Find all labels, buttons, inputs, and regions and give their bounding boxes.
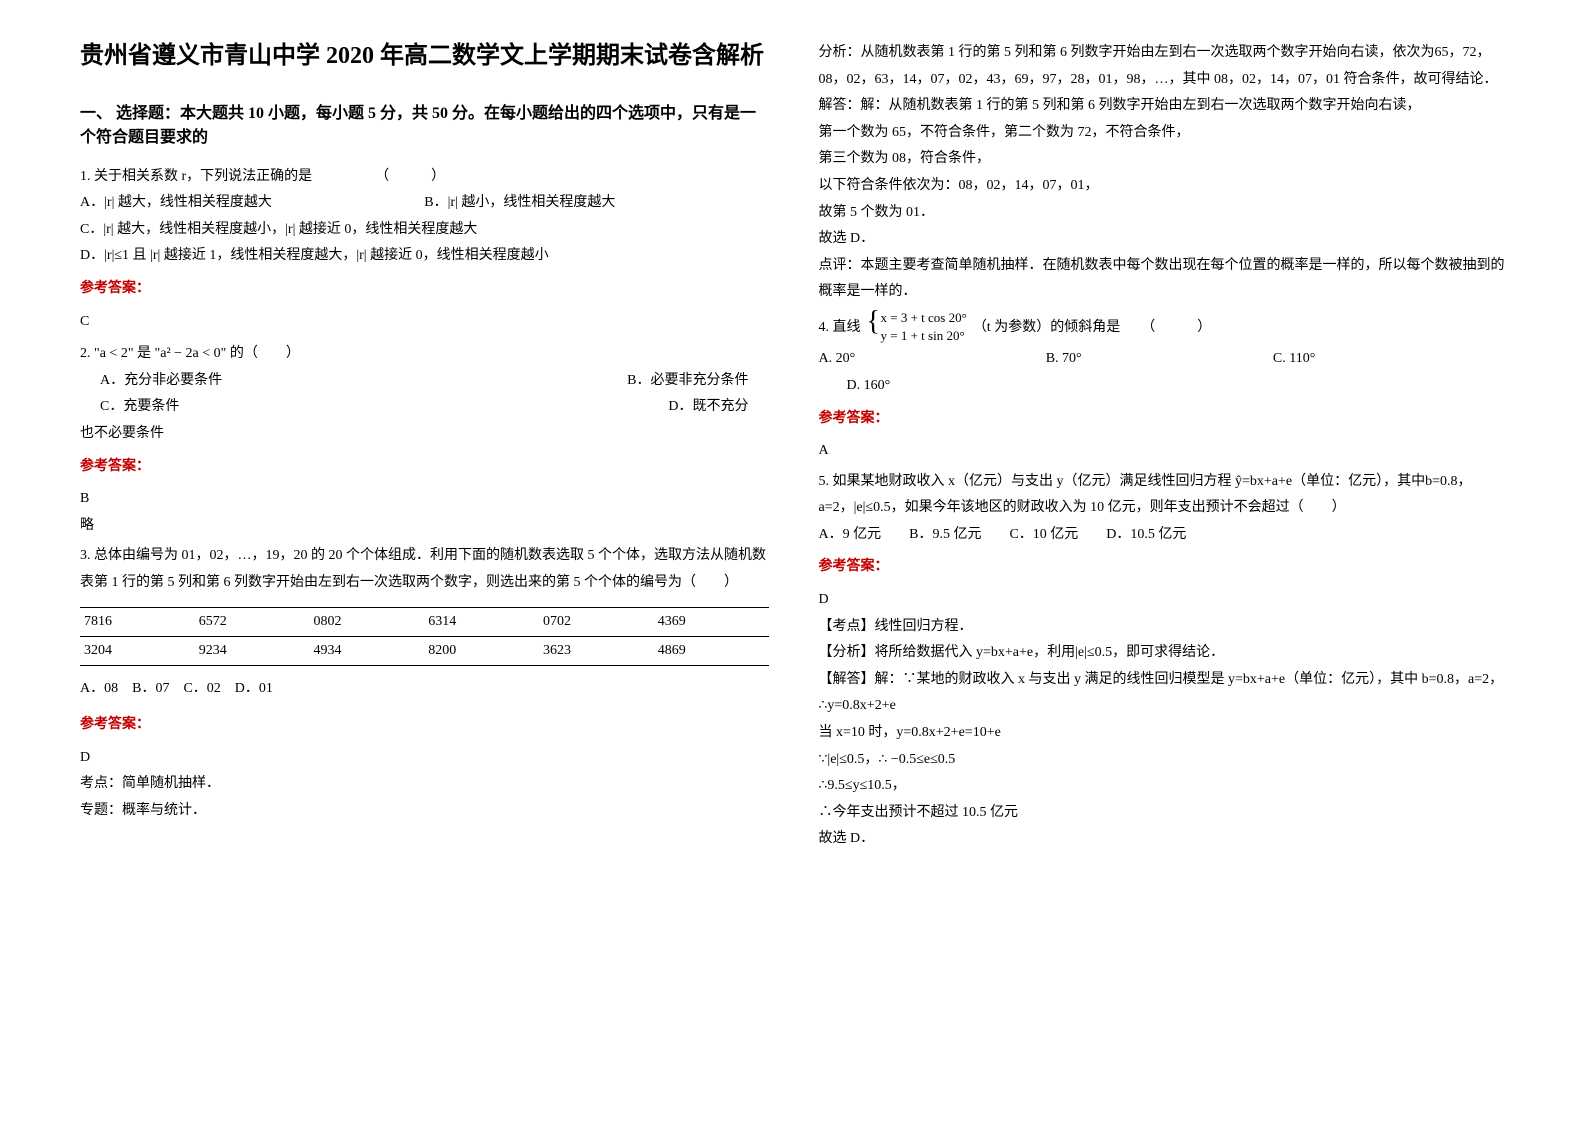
q3-jieda1: 解答：解：从随机数表第 1 行的第 5 列和第 6 列数字开始由左到右一次选取两… bbox=[819, 93, 1508, 120]
table-cell: 4869 bbox=[654, 636, 769, 665]
q5-fenxi: 【分析】将所给数据代入 y=bx+a+e，利用|e|≤0.5，即可求得结论． bbox=[819, 640, 1508, 667]
q1-optA: A．|r| 越大，线性相关程度越大 bbox=[80, 190, 424, 217]
table-cell: 6572 bbox=[195, 607, 310, 636]
q3-kaodian: 考点：简单随机抽样． bbox=[80, 771, 769, 798]
q5-answer-label: 参考答案： bbox=[819, 554, 1508, 581]
q2-answer: B bbox=[80, 486, 769, 513]
q3-options: A．08 B．07 C．02 D．01 bbox=[80, 676, 769, 703]
q3-zhuanti: 专题：概率与统计． bbox=[80, 798, 769, 825]
param-line1: x = 3 + t cos 20° bbox=[881, 310, 967, 325]
q3-jieda6: 故选 D． bbox=[819, 226, 1508, 253]
q5-jieda5: ∴9.5≤y≤10.5， bbox=[819, 773, 1508, 800]
q4-answer: A bbox=[819, 438, 1508, 465]
q3-fenxi: 分析：从随机数表第 1 行的第 5 列和第 6 列数字开始由左到右一次选取两个数… bbox=[819, 40, 1508, 93]
q3-dianping: 点评：本题主要考查简单随机抽样．在随机数表中每个数出现在每个位置的概率是一样的，… bbox=[819, 253, 1508, 306]
q3-answer: D bbox=[80, 745, 769, 772]
table-cell: 6314 bbox=[424, 607, 539, 636]
random-number-table: 7816 6572 0802 6314 0702 4369 3204 9234 … bbox=[80, 607, 769, 666]
q1-optC: C．|r| 越大，线性相关程度越小，|r| 越接近 0，线性相关程度越大 bbox=[80, 217, 769, 244]
q4-suffix: （t 为参数）的倾斜角是 （ ） bbox=[973, 315, 1211, 342]
q5-jieda4: ∵|e|≤0.5，∴ −0.5≤e≤0.5 bbox=[819, 747, 1508, 774]
table-cell: 9234 bbox=[195, 636, 310, 665]
table-cell: 7816 bbox=[80, 607, 195, 636]
q5-answer: D bbox=[819, 587, 1508, 614]
q3-jieda5: 故第 5 个数为 01． bbox=[819, 200, 1508, 227]
q5-stem: 5. 如果某地财政收入 x（亿元）与支出 y（亿元）满足线性回归方程 ŷ=bx+… bbox=[819, 469, 1508, 522]
q4-stem: 4. 直线 x = 3 + t cos 20° y = 1 + t sin 20… bbox=[819, 310, 1508, 346]
q4-options: A. 20° B. 70° C. 110° bbox=[819, 346, 1508, 373]
q1-stem: 1. 关于相关系数 r，下列说法正确的是 （ ） bbox=[80, 164, 769, 191]
q1-options: A．|r| 越大，线性相关程度越大 B．|r| 越小，线性相关程度越大 bbox=[80, 190, 769, 217]
q4-answer-label: 参考答案： bbox=[819, 406, 1508, 433]
q5-options: A．9 亿元 B．9.5 亿元 C．10 亿元 D．10.5 亿元 bbox=[819, 522, 1508, 549]
q1-optB: B．|r| 越小，线性相关程度越大 bbox=[424, 190, 768, 217]
q3-jieda2: 第一个数为 65，不符合条件，第二个数为 72，不符合条件， bbox=[819, 120, 1508, 147]
q1-answer-label: 参考答案： bbox=[80, 276, 769, 303]
q1-optD: D．|r|≤1 且 |r| 越接近 1，线性相关程度越大，|r| 越接近 0，线… bbox=[80, 243, 769, 270]
q2-answer2: 略 bbox=[80, 513, 769, 540]
table-cell: 3204 bbox=[80, 636, 195, 665]
q2-options: A．充分非必要条件 B．必要非充分条件 C．充要条件 D．既不充分 bbox=[80, 368, 769, 421]
table-cell: 3623 bbox=[539, 636, 654, 665]
q1-answer: C bbox=[80, 309, 769, 336]
table-cell: 4934 bbox=[310, 636, 425, 665]
q2-stem: 2. "a < 2" 是 "a² − 2a < 0" 的（ ） bbox=[80, 341, 769, 368]
q5-jieda3: 当 x=10 时，y=0.8x+2+e=10+e bbox=[819, 720, 1508, 747]
q4-prefix: 4. 直线 bbox=[819, 315, 861, 342]
q3-jieda4: 以下符合条件依次为：08，02，14，07，01， bbox=[819, 173, 1508, 200]
param-line2: y = 1 + t sin 20° bbox=[881, 328, 965, 343]
q2-answer-label: 参考答案： bbox=[80, 454, 769, 481]
right-column: 分析：从随机数表第 1 行的第 5 列和第 6 列数字开始由左到右一次选取两个数… bbox=[794, 40, 1533, 1082]
table-row: 7816 6572 0802 6314 0702 4369 bbox=[80, 607, 769, 636]
q4-optD: D. 160° bbox=[819, 373, 1508, 400]
q2-optD-cont: 也不必要条件 bbox=[80, 421, 769, 448]
q2-optB: B．必要非充分条件 bbox=[424, 368, 768, 395]
section-heading: 一、 选择题：本大题共 10 小题，每小题 5 分，共 50 分。在每小题给出的… bbox=[80, 102, 769, 150]
q4-optA: A. 20° bbox=[819, 346, 1046, 373]
table-cell: 0702 bbox=[539, 607, 654, 636]
q5-jieda2: ∴y=0.8x+2+e bbox=[819, 693, 1508, 720]
q5-jieda7: 故选 D． bbox=[819, 826, 1508, 853]
exam-title: 贵州省遵义市青山中学 2020 年高二数学文上学期期末试卷含解析 bbox=[80, 40, 769, 74]
q4-optC: C. 110° bbox=[1273, 346, 1500, 373]
q2-optA: A．充分非必要条件 bbox=[80, 368, 424, 395]
q2-optD: D．既不充分 bbox=[424, 394, 768, 421]
table-cell: 4369 bbox=[654, 607, 769, 636]
q2-optC: C．充要条件 bbox=[80, 394, 424, 421]
table-cell: 0802 bbox=[310, 607, 425, 636]
q4-optB: B. 70° bbox=[1046, 346, 1273, 373]
q5-kaodian: 【考点】线性回归方程． bbox=[819, 614, 1508, 641]
table-cell: 8200 bbox=[424, 636, 539, 665]
left-column: 贵州省遵义市青山中学 2020 年高二数学文上学期期末试卷含解析 一、 选择题：… bbox=[55, 40, 794, 1082]
parametric-equation: x = 3 + t cos 20° y = 1 + t sin 20° bbox=[867, 310, 967, 346]
q5-jieda6: ∴今年支出预计不超过 10.5 亿元 bbox=[819, 800, 1508, 827]
q3-answer-label: 参考答案： bbox=[80, 712, 769, 739]
q3-stem: 3. 总体由编号为 01，02，…，19，20 的 20 个个体组成．利用下面的… bbox=[80, 543, 769, 596]
table-row: 3204 9234 4934 8200 3623 4869 bbox=[80, 636, 769, 665]
q5-jieda1: 【解答】解：∵某地的财政收入 x 与支出 y 满足的线性回归模型是 y=bx+a… bbox=[819, 667, 1508, 694]
q3-jieda3: 第三个数为 08，符合条件， bbox=[819, 146, 1508, 173]
